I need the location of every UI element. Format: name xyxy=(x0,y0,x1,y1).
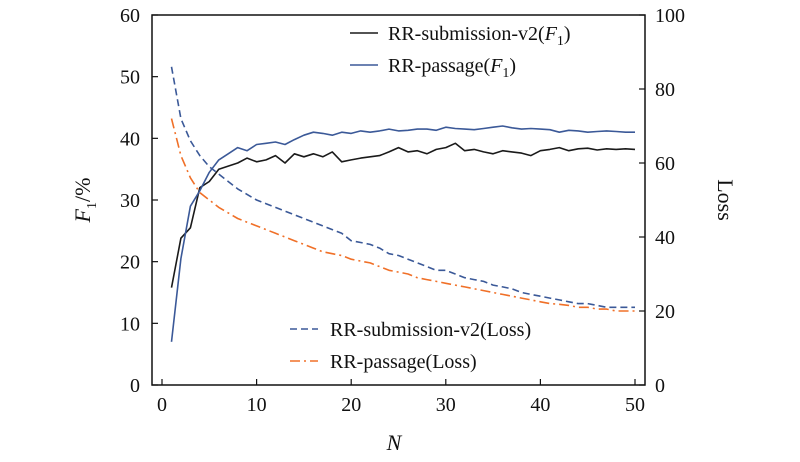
series-line-4 xyxy=(170,118,635,312)
legend-label-3: RR-submission-v2(Loss) xyxy=(330,319,531,341)
left-y-axis-label-main: F xyxy=(70,208,95,223)
x-tick-label: 10 xyxy=(247,394,267,416)
right-y-axis-ticks: 0 20 40 60 80 100 xyxy=(639,5,685,397)
series-line-2 xyxy=(170,125,635,342)
legend-label-4: RR-passage(Loss) xyxy=(330,351,477,373)
left-y-tick-label: 10 xyxy=(120,313,140,335)
left-y-tick-label: 60 xyxy=(120,5,140,27)
right-y-tick-label: 20 xyxy=(655,301,675,323)
left-y-tick-label: 20 xyxy=(120,252,140,274)
right-y-tick-label: 60 xyxy=(655,153,675,175)
series-line-3 xyxy=(170,66,635,309)
x-tick-label: 30 xyxy=(436,394,456,416)
left-y-tick-label: 30 xyxy=(120,190,140,212)
right-y-tick-label: 100 xyxy=(655,5,685,27)
x-axis-ticks: 0 10 20 30 40 50 xyxy=(157,379,645,416)
left-y-axis-label-sub: 1 xyxy=(85,202,100,209)
x-tick-label: 50 xyxy=(625,394,645,416)
x-tick-label: 20 xyxy=(341,394,361,416)
legend: RR-submission-v2(F1) RR-passage(F1) RR-sub… xyxy=(290,23,571,373)
series-group xyxy=(170,66,636,342)
svg-text:Loss: Loss xyxy=(713,179,738,221)
left-y-axis-label: F1/% xyxy=(70,178,100,224)
x-axis-label: N xyxy=(386,430,403,455)
x-tick-label: 0 xyxy=(157,394,167,416)
svg-text:F1/%: F1/% xyxy=(70,178,100,224)
left-y-axis-label-suffix: /% xyxy=(70,178,95,202)
legend-label-1: RR-submission-v2(F1) xyxy=(388,23,571,49)
legend-label-2: RR-passage(F1) xyxy=(388,55,516,81)
series-line-1 xyxy=(170,142,636,288)
right-y-tick-label: 80 xyxy=(655,79,675,101)
right-y-tick-label: 40 xyxy=(655,227,675,249)
left-y-tick-label: 0 xyxy=(130,375,140,397)
right-y-axis-label: Loss xyxy=(713,179,738,221)
left-y-axis-ticks: 0 10 20 30 40 50 60 xyxy=(120,5,158,397)
left-y-tick-label: 40 xyxy=(120,128,140,150)
left-y-tick-label: 50 xyxy=(120,67,140,89)
right-y-tick-label: 0 xyxy=(655,375,665,397)
x-tick-label: 40 xyxy=(530,394,550,416)
